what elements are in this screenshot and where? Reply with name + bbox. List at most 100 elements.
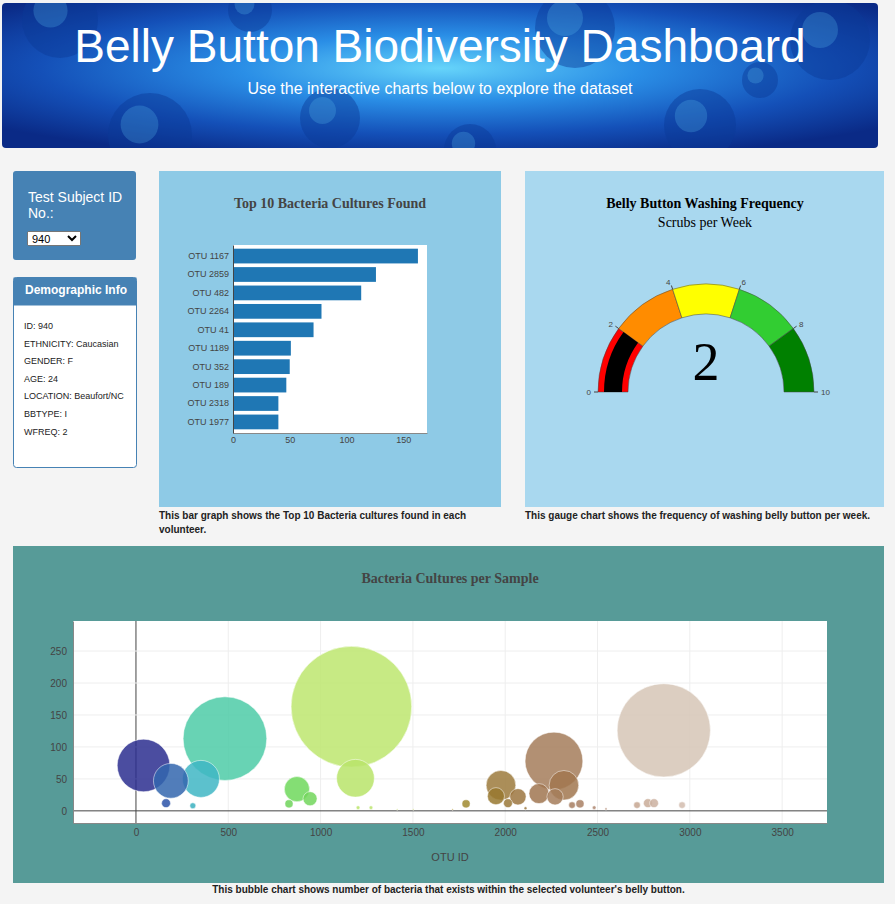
plot-area [233, 245, 427, 433]
chart-title: Bacteria Cultures per Sample [361, 571, 538, 586]
x-tick-label: 1000 [310, 827, 333, 838]
gauge-tick-mark [814, 392, 818, 393]
y-tick-label: OTU 352 [192, 362, 229, 372]
x-tick: 150 [396, 433, 411, 445]
y-tick-label: 50 [56, 774, 68, 785]
chart-title: Belly Button Washing Frequency [606, 196, 803, 211]
x-tick-label: 2000 [495, 827, 518, 838]
gauge: 02468102 [587, 278, 831, 396]
y-tick-label: OTU 189 [192, 380, 229, 390]
x-tick-label: 0 [231, 435, 236, 445]
decoration-cell [664, 89, 736, 148]
decoration-cell [300, 88, 360, 148]
y-tick-label: OTU 482 [192, 288, 229, 298]
decoration-cell [108, 93, 192, 148]
y-tick: OTU 41 [197, 325, 229, 335]
bubble [524, 807, 527, 810]
x-tick: 0 [231, 433, 236, 445]
y-tick-label: OTU 1977 [187, 417, 229, 427]
bubble [634, 802, 641, 809]
bar [233, 304, 321, 319]
x-tick-label: 0 [134, 827, 140, 838]
grid-line [73, 651, 827, 652]
gauge-tick-mark [739, 285, 740, 289]
bubble [285, 800, 293, 808]
demographics-header [14, 278, 137, 306]
demographic-row: ID: 940 [24, 321, 126, 332]
bar [233, 322, 314, 337]
y-axis-line [233, 246, 234, 434]
grid [73, 621, 827, 823]
x-tick: 100 [339, 433, 354, 445]
decoration-cell [444, 124, 496, 148]
x-tick: 1500 [402, 823, 425, 838]
y-tick-label: OTU 41 [197, 325, 229, 335]
x-tick-label: 50 [285, 435, 295, 445]
decoration-highlight [33, 3, 67, 28]
bubble [356, 806, 360, 810]
y-axis: 050100150200250 [50, 622, 73, 824]
bar [233, 286, 361, 301]
y-tick: OTU 1167 [188, 251, 229, 261]
x-tick-label: 100 [339, 435, 354, 445]
y-tick: OTU 1977 [187, 417, 229, 427]
y-tick-label: 100 [50, 742, 67, 753]
bubble [337, 759, 375, 797]
y-tick: OTU 352 [192, 362, 229, 372]
y-tick: 150 [50, 710, 73, 721]
header-decoration [22, 3, 870, 148]
gauge-tick-mark [793, 326, 796, 328]
bubble [153, 763, 188, 798]
gauge-tick-label: 10 [821, 388, 830, 397]
bubble [547, 789, 563, 805]
grid-line [73, 810, 827, 811]
bar [233, 378, 286, 393]
selector-label: Test Subject ID No.: [28, 189, 124, 221]
x-tick-label: 500 [220, 827, 237, 838]
gauge-tick-label: 2 [609, 320, 614, 329]
x-tick: 50 [285, 433, 295, 445]
bubble [605, 808, 607, 810]
gauge-tick-mark [594, 392, 598, 393]
y-tick: 50 [56, 774, 73, 785]
page-subtitle: Use the interactive charts below to expl… [247, 80, 633, 97]
bubble [291, 646, 412, 767]
demographic-row: ETHNICITY: Caucasian [24, 339, 126, 350]
y-tick: OTU 189 [192, 380, 229, 390]
demographic-row: BBTYPE: I [24, 409, 126, 420]
y-tick-label: OTU 2264 [187, 306, 229, 316]
x-tick-label: 3000 [679, 827, 702, 838]
bubble [303, 792, 317, 806]
bubble [462, 800, 470, 808]
selector-panel [13, 171, 136, 260]
bubble [452, 809, 453, 810]
x-tick: 2000 [495, 823, 518, 838]
bar [233, 359, 290, 374]
y-tick: OTU 482 [192, 288, 229, 298]
x-tick: 500 [220, 823, 237, 838]
bubble [504, 799, 513, 808]
decoration-highlight [121, 106, 159, 144]
demographics-list: ID: 940ETHNICITY: CaucasianGENDER: FAGE:… [24, 321, 126, 444]
x-tick: 2500 [587, 823, 610, 838]
chart-title: Top 10 Bacteria Cultures Found [234, 196, 426, 211]
gauge-tick-mark [615, 326, 618, 328]
y-tick-label: 0 [61, 806, 67, 817]
bar [233, 415, 278, 430]
header-banner [2, 3, 878, 148]
bar-panel [159, 171, 501, 507]
x-axis: 0 50 100 150 [231, 433, 428, 445]
bar [233, 249, 418, 264]
gauge-tick-label: 6 [742, 278, 747, 287]
plot-area [73, 621, 827, 823]
y-axis: OTU 1167 OTU 2859 OTU 482 OTU 2264 OTU 41 OTU… [187, 246, 233, 434]
bubble-caption: This bubble chart shows number of bacter… [13, 883, 884, 897]
subject-select[interactable]: 940 [27, 231, 81, 246]
grid-line [73, 683, 827, 684]
y-tick: OTU 2859 [187, 269, 229, 279]
decoration-highlight [235, 3, 255, 14]
decoration-highlight [452, 132, 475, 148]
y-tick-label: OTU 2318 [187, 398, 229, 408]
gauge-tick-label: 4 [666, 278, 671, 287]
bubble [396, 809, 397, 810]
